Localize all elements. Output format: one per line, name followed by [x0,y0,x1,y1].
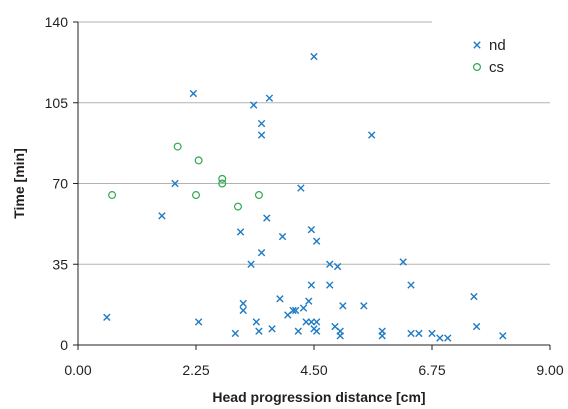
data-point-nd [407,281,415,289]
data-point-nd [239,299,247,308]
data-point-nd [103,313,111,322]
data-point-nd [257,249,266,257]
data-point-nd [333,262,342,271]
legend-item-nd: nd [473,37,506,54]
axes [73,21,551,350]
data-point-nd [289,306,297,315]
data-point-nd [276,295,284,303]
data-point-nd [239,306,247,315]
data-point-nd [312,327,321,335]
data-point-nd [171,179,179,188]
data-point-nd [336,327,344,335]
data-point-cs [173,142,182,151]
data-point-nd [299,304,308,312]
data-point-nd [310,52,318,61]
data-point-nd [294,327,302,335]
data-point-nd [194,318,203,326]
legend-marker-cs [473,62,482,71]
data-point-cs [194,156,203,165]
tick-labels: 0 35 70 105 140 0.00 2.25 4.50 6.75 9.00 [45,14,564,378]
data-point-nd [257,119,266,128]
x-tick-label: 6.75 [418,362,445,378]
y-tick-label: 0 [60,337,68,353]
legend-item-cs: cs [473,59,504,76]
data-point-nd [312,318,321,326]
x-tick-label: 0.00 [64,362,91,378]
data-point-cs [192,191,201,200]
data-point-nd [158,212,166,220]
data-point-nd [399,258,407,266]
data-point-cs [233,202,242,211]
data-point-nd [265,94,274,102]
x-tick-label: 9.00 [536,362,563,378]
data-point-cs [218,179,227,188]
y-tick-label: 140 [45,14,69,30]
data-point-cs [108,191,117,200]
data-point-nd [236,228,245,236]
data-point-nd [268,325,276,333]
data-point-nd [470,292,478,301]
data-point-nd [231,329,240,338]
data-point-nd [291,306,300,315]
legend-label-nd: nd [489,37,506,54]
gridlines [78,21,550,265]
data-point-nd [312,237,321,245]
data-point-nd [360,302,368,310]
data-point-nd [305,297,313,305]
data-point-nd [252,318,261,326]
x-axis-title: Head progression distance [cm] [212,389,425,405]
data-point-nd [257,131,266,139]
data-point-nd [407,329,415,338]
legend-label-cs: cs [489,59,504,76]
data-point-nd [436,334,444,342]
data-point-nd [378,327,386,335]
data-point-nd [263,214,271,222]
x-tick-label: 2.25 [182,362,209,378]
data-point-nd [307,281,316,289]
data-point-nd [472,322,481,331]
data-point-nd [499,332,507,340]
data-point-nd [428,329,436,338]
data-points [103,52,507,342]
data-point-nd [255,327,263,335]
data-point-nd [247,260,255,268]
data-point-cs [254,191,263,200]
y-tick-label: 35 [52,256,68,272]
y-tick-label: 70 [52,176,68,192]
legend: nd cs [473,37,506,76]
data-point-nd [367,131,376,139]
data-point-nd [415,329,423,338]
data-point-nd [339,302,347,310]
data-point-nd [444,334,452,342]
data-point-nd [326,281,334,289]
data-point-cs [218,174,227,183]
data-point-nd [326,260,334,268]
data-point-nd [278,232,287,241]
x-tick-label: 4.50 [300,362,327,378]
legend-marker-nd [473,41,481,49]
y-tick-label: 105 [45,95,69,111]
data-point-nd [189,89,198,98]
data-point-nd [249,101,258,109]
y-axis-title: Time [min] [11,148,27,219]
data-point-nd [297,184,305,192]
data-point-nd [307,225,316,234]
